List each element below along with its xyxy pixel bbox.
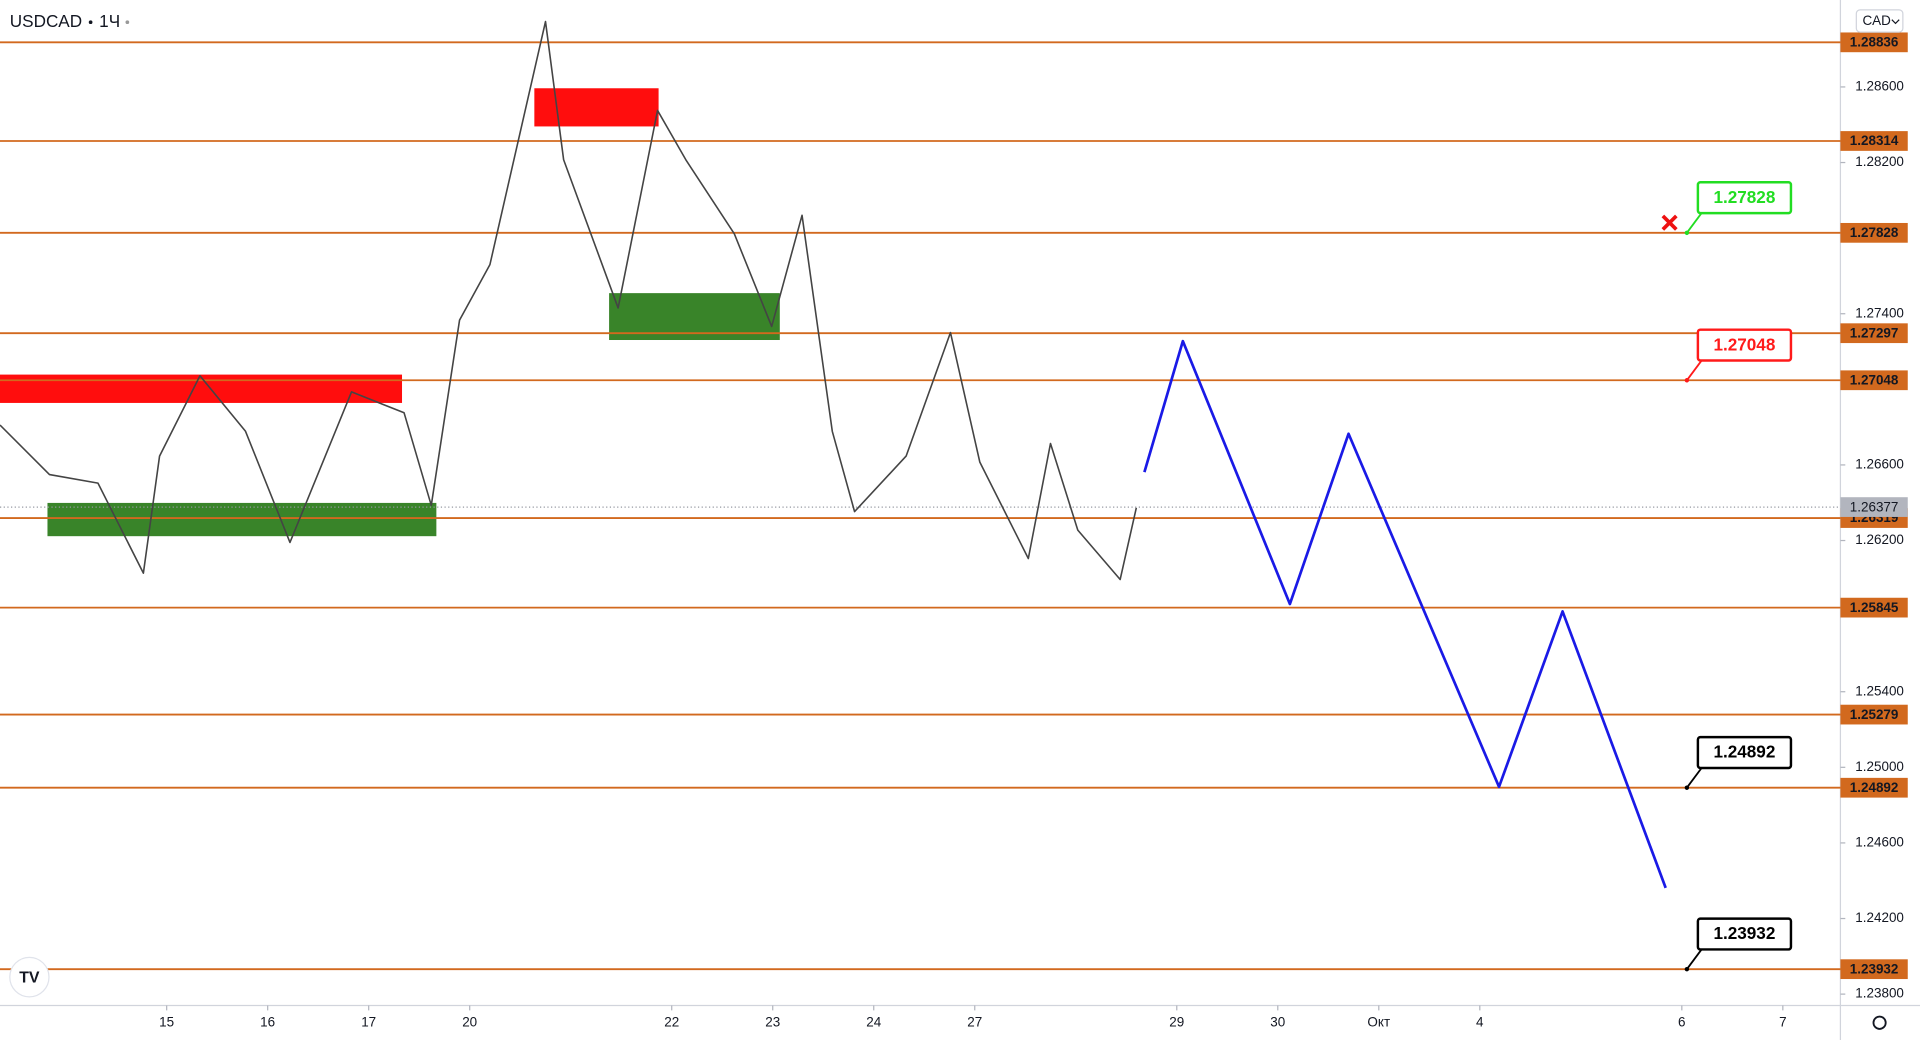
- zone: [47, 502, 437, 537]
- y-tick-label: 1.25400: [1855, 683, 1904, 698]
- level-label: 1.25845: [1850, 600, 1899, 615]
- price-line: [0, 20, 1138, 581]
- last-price-label: 1.26377: [1850, 499, 1899, 514]
- y-tick-label: 1.27400: [1855, 305, 1904, 320]
- separator: [88, 20, 93, 25]
- level-label-box: [1840, 777, 1908, 798]
- callout-pointer: [1686, 767, 1703, 789]
- y-tick-label: 1.24200: [1855, 910, 1904, 925]
- x-tick-label: 22: [664, 1014, 679, 1029]
- level-label-box: [1840, 131, 1908, 151]
- level-label: 1.25279: [1850, 707, 1899, 722]
- settings-icon[interactable]: [1872, 1015, 1887, 1030]
- callout-box: [1696, 328, 1793, 362]
- callout-label: 1.27828: [1713, 187, 1775, 207]
- callout-label: 1.24892: [1713, 742, 1775, 762]
- last-price-box: [1840, 497, 1908, 517]
- callout-label: 1.23932: [1713, 923, 1775, 943]
- y-tick-label: 1.28200: [1855, 154, 1904, 169]
- plot: 1.28600 1.28200 1.27400 1.26600 1.26200 1.254…: [0, 20, 1908, 1029]
- zone: [0, 374, 403, 403]
- settings-gear[interactable]: [1872, 1015, 1887, 1030]
- x-tick-label: 27: [967, 1014, 982, 1029]
- y-tick-label: 1.25000: [1855, 759, 1904, 774]
- projection-line: [1143, 339, 1667, 889]
- zone: [609, 293, 780, 341]
- level-label: 1.23932: [1850, 961, 1899, 976]
- level-label: 1.27828: [1850, 225, 1899, 240]
- callout-anchor: [1684, 230, 1690, 236]
- y-tick-label: 1.28600: [1855, 78, 1904, 93]
- level-label-box: [1840, 597, 1908, 618]
- level-label-box: [1840, 323, 1908, 344]
- dropdown-icon: [1891, 19, 1900, 25]
- x-tick-label: 7: [1779, 1014, 1787, 1029]
- symbol: USDCAD: [10, 11, 82, 31]
- y-tick-label: 1.23800: [1855, 986, 1904, 1001]
- callout-label: 1.27048: [1713, 334, 1775, 354]
- separator: [125, 20, 130, 25]
- level-label: 1.28314: [1850, 133, 1899, 148]
- level-label: 1.28836: [1850, 34, 1899, 49]
- callout-anchor: [1684, 785, 1690, 790]
- x-tick-label: 23: [765, 1014, 780, 1029]
- y-tick-label: 1.26200: [1855, 532, 1904, 547]
- zone: [534, 88, 659, 127]
- x-tick-label: 16: [260, 1014, 275, 1029]
- level-label-box: [1840, 959, 1908, 980]
- tv-logo[interactable]: [9, 956, 50, 998]
- x-tick-label: 15: [159, 1014, 174, 1029]
- level-label-box: [1840, 704, 1908, 725]
- x-tick-label: Окт: [1367, 1014, 1390, 1029]
- callout-box: [1696, 181, 1793, 215]
- callout-box: [1696, 917, 1793, 951]
- level-label-box: [1840, 370, 1908, 391]
- currency[interactable]: CAD: [1862, 13, 1891, 28]
- x-tick-label: 20: [462, 1014, 477, 1029]
- callout-box: [1696, 735, 1793, 770]
- x-tick-label: 24: [866, 1014, 881, 1029]
- callout-pointer: [1686, 359, 1703, 381]
- y-tick-label: 1.26600: [1855, 456, 1904, 471]
- level-label: 1.27048: [1850, 372, 1899, 387]
- callout-pointer: [1686, 948, 1703, 970]
- tv-logo-text: TV: [19, 970, 40, 987]
- currency-button[interactable]: [1855, 9, 1904, 33]
- level-label: 1.24892: [1850, 780, 1899, 795]
- callout-anchor: [1684, 966, 1690, 972]
- level-label-box: [1840, 222, 1908, 243]
- x-tick-label: 17: [361, 1014, 376, 1029]
- cancel-mark: [1661, 214, 1678, 231]
- level-label: 1.27297: [1850, 325, 1899, 340]
- callout-pointer: [1686, 212, 1703, 234]
- y-tick-label: 1.24600: [1855, 834, 1904, 849]
- x-tick-label: 30: [1270, 1014, 1285, 1029]
- x-tick-label: 29: [1169, 1014, 1184, 1029]
- level-label-box: [1840, 32, 1908, 53]
- interval: 1Ч: [99, 11, 120, 31]
- x-tick-label: 6: [1678, 1014, 1686, 1029]
- callout-anchor: [1684, 378, 1690, 383]
- x-tick-label: 4: [1476, 1014, 1484, 1029]
